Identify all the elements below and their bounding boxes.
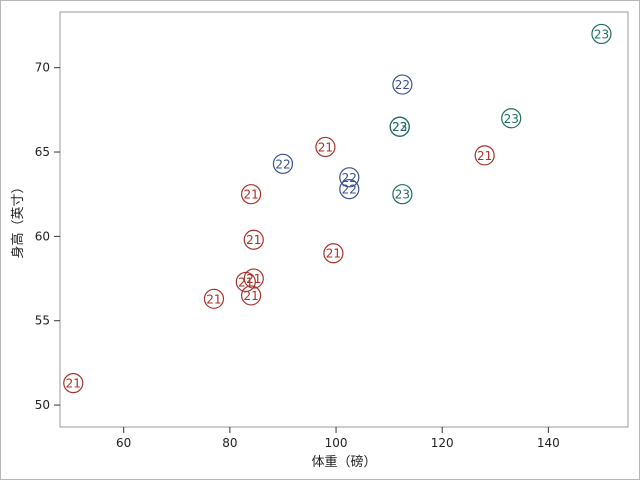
plot-area <box>59 11 629 428</box>
x-tick-label: 120 <box>431 436 454 450</box>
data-point-marker <box>339 167 360 188</box>
x-axis: 60 80 100 120 140 <box>116 427 560 450</box>
data-point-marker <box>243 229 264 250</box>
x-tick-label: 80 <box>222 436 237 450</box>
data-point-marker <box>501 108 522 129</box>
data-point-group-22: 22 <box>392 74 413 95</box>
data-point-label: 23 <box>504 112 519 126</box>
data-point-marker <box>63 373 84 394</box>
data-point-marker <box>203 288 225 309</box>
data-point-group-21: 21 <box>315 136 336 158</box>
data-point-label: 21 <box>66 377 81 391</box>
data-point-marker <box>272 153 294 174</box>
data-point-group-21: 21 <box>241 184 262 205</box>
data-point-label: 21 <box>246 233 261 247</box>
data-point-label: 21 <box>318 140 333 154</box>
y-axis-title: 身高（英寸） <box>10 180 26 258</box>
data-point-group-21: 21 <box>243 229 264 250</box>
y-tick-label: 50 <box>35 398 50 412</box>
x-tick-label: 100 <box>325 436 348 450</box>
data-point-group-21: 21 <box>241 285 262 306</box>
data-point-group-21: 21 <box>63 373 84 394</box>
data-point-label: 22 <box>392 120 407 134</box>
data-point-label: 22 <box>395 78 410 92</box>
data-point-group-21: 21 <box>474 145 495 166</box>
data-point-group-22: 22 <box>339 179 360 200</box>
y-axis: 50 55 60 65 70 <box>35 61 60 412</box>
data-point-label: 23 <box>395 188 410 202</box>
data-point-group-23: 23 <box>501 108 522 129</box>
data-point-group-21: 21 <box>243 268 264 289</box>
data-point-group-21: 21 <box>203 288 225 309</box>
data-point-label: 21 <box>243 188 258 202</box>
data-point-marker <box>243 268 264 289</box>
data-point-marker <box>389 116 410 137</box>
data-point-label: 22 <box>342 171 357 185</box>
data-point-label: 21 <box>477 149 492 163</box>
data-point-marker <box>392 74 413 95</box>
data-point-label: 21 <box>326 247 341 261</box>
data-point-marker <box>591 23 612 45</box>
y-tick-label: 65 <box>35 145 50 159</box>
data-point-marker <box>392 184 413 205</box>
data-point-marker <box>323 243 344 264</box>
data-point-group-23: 23 <box>392 184 413 205</box>
data-point-label: 23 <box>594 27 609 41</box>
x-tick-label: 60 <box>116 436 131 450</box>
data-point-label: 21 <box>243 289 258 303</box>
data-point-marker <box>315 136 336 158</box>
data-point-label: 22 <box>342 183 357 197</box>
data-point-marker <box>241 184 262 205</box>
data-point-group-21: 21 <box>323 243 344 264</box>
y-tick-label: 70 <box>35 61 50 75</box>
data-point-group-23: 23 <box>591 23 612 45</box>
y-tick-label: 60 <box>35 229 50 243</box>
data-point-marker <box>241 285 262 306</box>
data-point-label: 21 <box>246 272 261 286</box>
data-point-group-22: 22 <box>339 167 360 188</box>
data-point-marker <box>474 145 495 166</box>
data-point-label: 21 <box>206 292 221 306</box>
data-point-group-23: 23 <box>389 116 410 137</box>
x-tick-label: 140 <box>537 436 560 450</box>
data-point-marker <box>339 179 360 200</box>
x-axis-title: 体重（磅） <box>311 454 376 470</box>
data-point-label: 23 <box>392 120 407 134</box>
data-point-group-22: 22 <box>272 153 294 174</box>
data-point-label: 22 <box>275 157 290 171</box>
y-tick-label: 55 <box>35 314 50 328</box>
